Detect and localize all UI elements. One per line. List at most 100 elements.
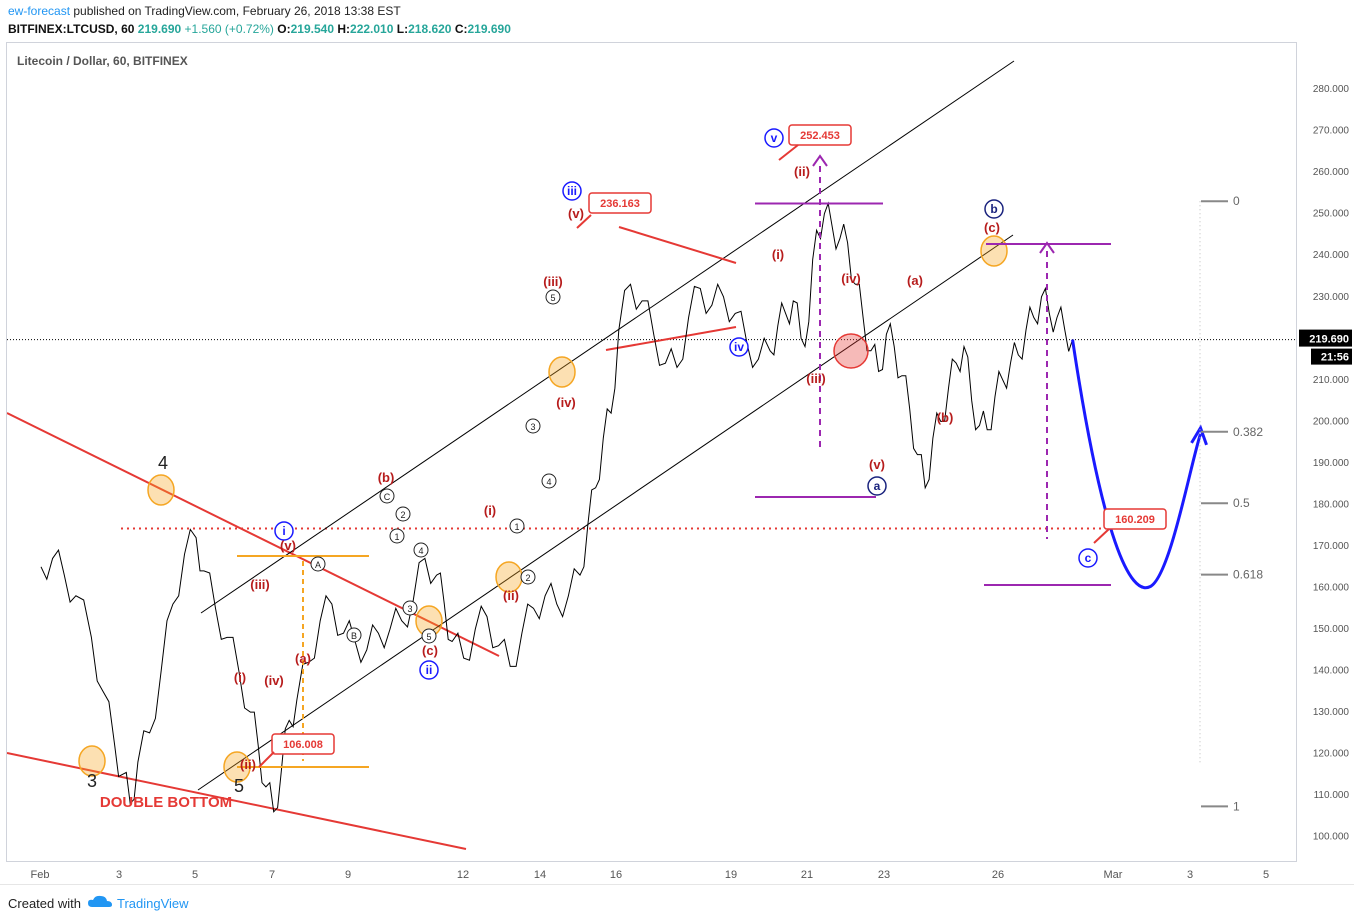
price-tick-label: 130.000 xyxy=(1313,707,1350,718)
time-tick-label: Feb xyxy=(31,869,50,881)
time-tick-label: 3 xyxy=(1187,869,1193,881)
price-line xyxy=(40,201,1073,813)
subwave-label: 3 xyxy=(530,422,535,432)
chart-plot[interactable]: Litecoin / Dollar, 60, BITFINEX 0 0.382 0.5… xyxy=(7,43,1296,861)
red-wave-label: (iii) xyxy=(250,577,270,592)
fib-level-label: 0.618 xyxy=(1233,568,1263,582)
price-label-box xyxy=(1103,508,1167,530)
low-label: L: xyxy=(396,22,409,36)
wave-circle xyxy=(274,521,294,541)
high-value: 222.010 xyxy=(350,22,394,36)
subwave-circle xyxy=(379,488,395,504)
blue-wave-label: v xyxy=(771,131,778,145)
blue-wave-label: a xyxy=(874,479,881,493)
red-wave-label: (iv) xyxy=(841,271,861,286)
time-tick-label: 9 xyxy=(345,869,351,881)
subwave-circle xyxy=(541,473,557,489)
price-axis[interactable]: 90.000100.000110.000120.000130.000140.00… xyxy=(1297,42,1354,884)
subwave-label: 4 xyxy=(418,546,423,556)
publish-line: ew-forecast published on TradingView.com… xyxy=(8,4,401,18)
red-wave-label: (v) xyxy=(280,538,296,553)
subwave-label: 2 xyxy=(525,573,530,583)
chart-header: ew-forecast published on TradingView.com… xyxy=(0,0,1354,42)
double-bottom-label: DOUBLE BOTTOM xyxy=(100,794,232,811)
red-wave-label: (i) xyxy=(234,670,246,685)
created-with-text: Created with xyxy=(8,896,81,911)
subwave-label: 4 xyxy=(546,477,551,487)
wave-circle xyxy=(867,476,887,496)
red-wave-label: (b) xyxy=(937,410,954,425)
fib-level-label: 0.5 xyxy=(1233,496,1250,510)
time-tick-label: 23 xyxy=(878,869,890,881)
red-wave-label: (a) xyxy=(295,651,311,666)
subwave-circle xyxy=(413,542,429,558)
highlight-circle xyxy=(78,745,106,777)
fib-level-label: 1 xyxy=(1233,799,1240,813)
wave-4-label: 4 xyxy=(158,453,168,473)
blue-wave-label: iv xyxy=(734,340,744,354)
red-wave-label: (iv) xyxy=(264,673,284,688)
subwave-label: 5 xyxy=(550,293,555,303)
highlight-circle xyxy=(980,235,1008,267)
wave-3-label: 3 xyxy=(87,771,97,791)
wave-circle xyxy=(984,199,1004,219)
tradingview-logo-icon xyxy=(88,895,112,907)
time-axis[interactable]: Feb 3 5 7 9 12 14 16 19 21 23 26 Mar 3 5 xyxy=(6,862,1297,884)
tradingview-brand-link[interactable]: TradingView xyxy=(117,896,189,911)
wave-circle xyxy=(419,660,439,680)
current-price-tag xyxy=(1299,329,1352,347)
price-tick-label: 140.000 xyxy=(1313,666,1350,677)
red-wave-label: (iii) xyxy=(806,371,826,386)
red-wave-label: (iii) xyxy=(543,274,563,289)
red-wave-label: (c) xyxy=(984,220,1000,235)
price-tick-label: 120.000 xyxy=(1313,749,1350,760)
price-label-pointer xyxy=(258,751,275,768)
price-tick-label: 270.000 xyxy=(1313,126,1350,137)
time-tick-label: 3 xyxy=(116,869,122,881)
price-tick-label: 100.000 xyxy=(1313,832,1350,843)
time-tick-label: 14 xyxy=(534,869,546,881)
price-tick-label: 260.000 xyxy=(1313,167,1350,178)
wave-circle xyxy=(562,181,582,201)
chart-pane[interactable]: Litecoin / Dollar, 60, BITFINEX 0 0.382 0.5… xyxy=(6,42,1297,862)
price-tick-label: 170.000 xyxy=(1313,541,1350,552)
subwave-label: B xyxy=(351,631,357,641)
invalidation-circle xyxy=(833,333,869,369)
red-wave-label: (v) xyxy=(568,206,584,221)
lower-channel-line xyxy=(197,234,1014,791)
blue-wave-label: iii xyxy=(567,184,577,198)
highlight-circle xyxy=(147,474,175,506)
red-wave-label: (b) xyxy=(378,470,395,485)
price-tick-label: 230.000 xyxy=(1313,292,1350,303)
projection-path xyxy=(1071,339,1202,590)
price-label-box xyxy=(588,192,652,214)
subwave-circle xyxy=(545,289,561,305)
time-tick-label: 19 xyxy=(725,869,737,881)
high-label: H: xyxy=(337,22,351,36)
price-label-text: 252.453 xyxy=(800,130,840,142)
lower-support-line xyxy=(7,752,467,850)
price-label-pointer xyxy=(778,144,799,161)
price-tick-label: 280.000 xyxy=(1313,84,1350,95)
triangle-upper-line xyxy=(618,226,737,264)
wave-circle xyxy=(729,337,749,357)
open-label: O: xyxy=(277,22,291,36)
blue-wave-label: b xyxy=(990,202,997,216)
author-link[interactable]: ew-forecast xyxy=(8,4,71,18)
red-wave-label: (c) xyxy=(422,643,438,658)
price-tick-label: 250.000 xyxy=(1313,209,1350,220)
subwave-circle xyxy=(395,506,411,522)
time-tick-label: 5 xyxy=(1263,869,1269,881)
price-change: +1.560 (+0.72%) xyxy=(184,22,274,36)
subwave-label: 5 xyxy=(426,632,431,642)
countdown-tag xyxy=(1311,348,1352,365)
price-label-text: 236.163 xyxy=(600,198,640,210)
close-label: C: xyxy=(454,22,468,36)
price-tick-label: 160.000 xyxy=(1313,583,1350,594)
low-value: 218.620 xyxy=(408,22,452,36)
subwave-circle xyxy=(346,627,362,643)
price-label-text: 106.008 xyxy=(283,739,323,751)
countdown-label: 21:56 xyxy=(1321,352,1349,364)
time-tick-label: 21 xyxy=(801,869,813,881)
price-tick-label: 210.000 xyxy=(1313,375,1350,386)
